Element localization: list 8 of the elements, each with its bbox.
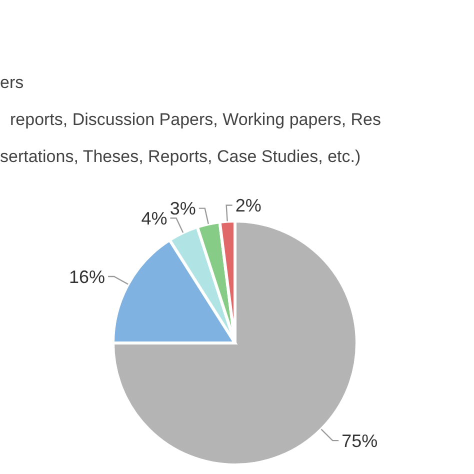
data-label: 2% [235, 196, 262, 216]
data-label: 4% [141, 208, 168, 228]
text: ers [0, 73, 24, 92]
data-label: 3% [170, 198, 196, 219]
text: sertations, Theses, Reports, Case Studies, etc.) [0, 147, 361, 166]
data-label: 16% [69, 266, 106, 287]
data-label: 75% [342, 430, 378, 451]
text: reports, Discussion Papers, Working papers, Res [10, 110, 382, 129]
